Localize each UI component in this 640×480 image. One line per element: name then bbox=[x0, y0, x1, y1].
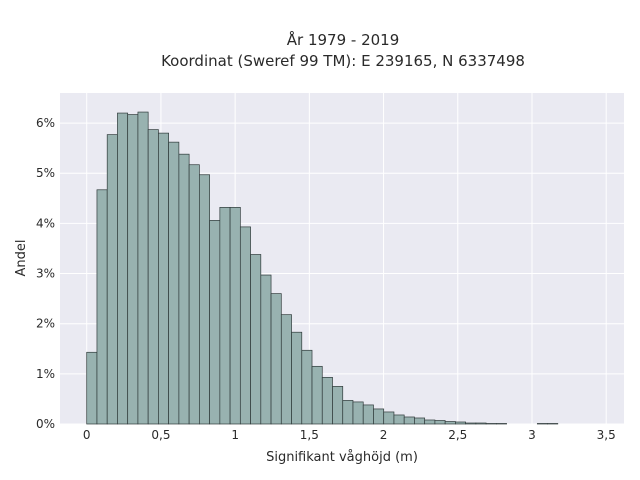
x-tick-label: 2,5 bbox=[448, 428, 467, 442]
y-tick-label: 2% bbox=[36, 317, 55, 331]
histogram-bar bbox=[332, 386, 344, 425]
histogram-bar bbox=[547, 423, 559, 425]
histogram-bar bbox=[239, 226, 251, 425]
histogram-bar bbox=[86, 351, 98, 425]
y-axis-label: Andel bbox=[14, 240, 29, 277]
histogram-bar bbox=[147, 129, 159, 425]
histogram-bar bbox=[168, 141, 180, 425]
histogram-bar bbox=[229, 207, 241, 425]
y-tick-label: 4% bbox=[36, 216, 55, 230]
histogram-bar bbox=[250, 254, 262, 425]
histogram-bar bbox=[475, 422, 487, 425]
histogram-bar bbox=[280, 314, 292, 425]
histogram-bar bbox=[465, 422, 477, 425]
histogram-bar bbox=[106, 134, 118, 425]
x-tick-label: 3 bbox=[528, 428, 536, 442]
histogram-bar bbox=[424, 419, 436, 425]
y-tick-label: 0% bbox=[36, 417, 55, 431]
x-tick-label: 3,5 bbox=[597, 428, 616, 442]
x-axis-label: Signifikant våghöjd (m) bbox=[266, 450, 418, 465]
histogram-bar bbox=[188, 164, 200, 425]
histogram-bar bbox=[158, 132, 169, 425]
histogram-bar bbox=[311, 365, 323, 425]
histogram-bar bbox=[127, 114, 139, 425]
chart-subtitle: Koordinat (Sweref 99 TM): E 239165, N 63… bbox=[161, 52, 525, 70]
histogram-bar bbox=[485, 423, 497, 425]
x-tick-label: 0,5 bbox=[151, 428, 170, 442]
histogram-bar bbox=[352, 401, 364, 425]
y-tick-label: 5% bbox=[36, 166, 55, 180]
y-tick-label: 6% bbox=[36, 116, 55, 130]
y-tick-label: 3% bbox=[36, 267, 55, 281]
histogram-bar bbox=[209, 220, 221, 425]
x-tick-label: 1,5 bbox=[300, 428, 319, 442]
histogram-bar bbox=[434, 420, 446, 425]
histogram-bar bbox=[199, 174, 210, 425]
histogram-bars bbox=[86, 111, 559, 425]
histogram-bar bbox=[96, 189, 108, 425]
x-tick-label: 0 bbox=[83, 428, 91, 442]
histogram-bar bbox=[137, 111, 149, 425]
histogram-bar bbox=[117, 112, 129, 425]
histogram-bar bbox=[536, 423, 548, 425]
histogram-bar bbox=[362, 404, 374, 425]
y-axis-ticks: 0% 1% 2% 3% 4% 5% 6% bbox=[36, 116, 55, 431]
y-tick-label: 1% bbox=[36, 367, 55, 381]
histogram-bar bbox=[342, 400, 354, 425]
histogram-bar bbox=[321, 377, 333, 425]
histogram-bar bbox=[393, 414, 405, 425]
histogram-bar bbox=[444, 421, 456, 425]
histogram-bar bbox=[178, 153, 190, 425]
histogram-bar bbox=[291, 331, 303, 425]
x-tick-label: 2 bbox=[380, 428, 388, 442]
histogram-bar bbox=[414, 417, 426, 425]
histogram-bar bbox=[403, 416, 415, 425]
histogram-bar bbox=[301, 349, 313, 425]
histogram-bar bbox=[383, 411, 395, 425]
histogram-bar bbox=[260, 274, 272, 425]
histogram-bar bbox=[270, 293, 282, 425]
chart-title: År 1979 - 2019 bbox=[287, 30, 400, 49]
histogram-bar bbox=[455, 421, 466, 425]
x-tick-label: 1 bbox=[231, 428, 239, 442]
histogram-bar bbox=[373, 408, 385, 425]
x-axis-ticks: 0 0,5 1 1,5 2 2,5 3 3,5 bbox=[83, 428, 616, 442]
histogram-bar bbox=[219, 207, 231, 425]
histogram-bar bbox=[496, 423, 507, 425]
